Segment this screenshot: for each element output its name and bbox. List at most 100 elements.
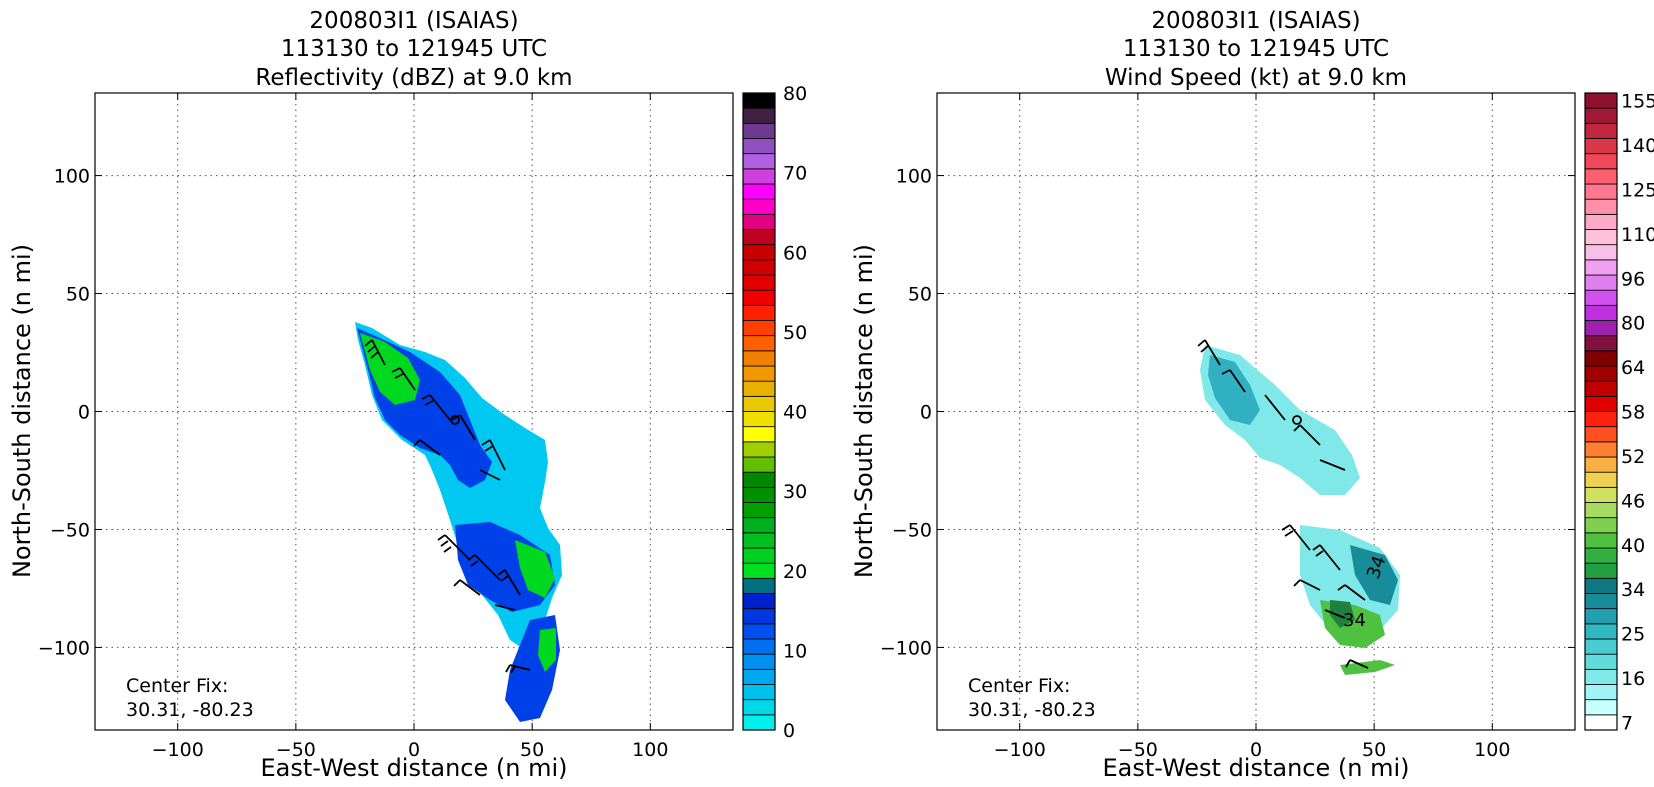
right-colorbar-tick-label: 52 <box>1621 446 1645 468</box>
left-colorbar-segment <box>742 122 776 139</box>
left-center-fix-value: 30.31, -80.23 <box>126 699 254 721</box>
right-center-fix-label: Center Fix: <box>968 675 1070 697</box>
right-colorbar-segment <box>1584 244 1618 261</box>
right-y-tick-label: −50 <box>892 519 932 541</box>
left-colorbar-segment <box>742 486 776 503</box>
left-colorbar-segment <box>742 517 776 534</box>
right-colorbar-segment <box>1584 168 1618 185</box>
right-colorbar-tick-label: 7 <box>1621 712 1633 734</box>
right-colorbar-tick-label: 16 <box>1621 668 1645 690</box>
left-colorbar-tick-label: 80 <box>783 83 807 105</box>
right-colorbar-segment <box>1584 138 1618 155</box>
right-x-tick-label: 0 <box>1250 739 1262 761</box>
right-colorbar-segment <box>1584 304 1618 321</box>
right-y-tick-label: −100 <box>880 637 932 659</box>
right-title-line-1: 200803I1 (ISAIAS) <box>1151 8 1360 34</box>
left-colorbar-segment <box>742 471 776 488</box>
right-colorbar-segment <box>1584 289 1618 306</box>
right-y-tick-label: 50 <box>908 284 932 306</box>
left-colorbar-segment <box>742 213 776 230</box>
right-colorbar-tick-label: 96 <box>1621 268 1645 290</box>
left-colorbar-segment <box>742 335 776 352</box>
right-colorbar-segment <box>1584 320 1618 337</box>
right-colorbar-segment <box>1584 532 1618 549</box>
left-colorbar-frame <box>742 92 776 731</box>
left-y-tick-label: −50 <box>50 519 90 541</box>
left-colorbar-segment <box>742 320 776 337</box>
reflectivity-panel: 200803I1 (ISAIAS) 113130 to 121945 UTC R… <box>8 8 807 782</box>
left-center-fix-label: Center Fix: <box>126 675 228 697</box>
left-colorbar-segment <box>742 107 776 124</box>
right-colorbar-segment <box>1584 653 1618 670</box>
left-wind-barbs <box>364 339 531 674</box>
right-colorbar-segment <box>1584 456 1618 473</box>
right-colorbar-segment <box>1584 486 1618 503</box>
right-colorbar-segment <box>1584 426 1618 443</box>
right-colorbar-segment <box>1584 335 1618 352</box>
right-colorbar-segment <box>1584 365 1618 382</box>
left-y-tick-label: −100 <box>38 637 90 659</box>
left-colorbar-segment <box>742 668 776 685</box>
right-contour-label-2: 34 <box>1343 610 1366 631</box>
right-colorbar-tick-label: 140 <box>1621 135 1654 157</box>
right-colorbar-segment <box>1584 229 1618 246</box>
right-colorbar-segment <box>1584 638 1618 655</box>
right-colorbar-tick-label: 34 <box>1621 579 1645 601</box>
left-colorbar-segment <box>742 244 776 261</box>
right-title-line-2: 113130 to 121945 UTC <box>1123 36 1389 62</box>
right-title-line-3: Wind Speed (kt) at 9.0 km <box>1105 65 1407 91</box>
right-colorbar-tick-label: 40 <box>1621 535 1645 557</box>
left-colorbar-segment <box>742 593 776 610</box>
left-colorbar-tick-label: 50 <box>783 322 807 344</box>
right-colorbar-segment <box>1584 183 1618 200</box>
right-colorbar-tick-label: 58 <box>1621 402 1645 424</box>
left-colorbar-segment <box>742 623 776 640</box>
left-colorbar-segment <box>742 395 776 412</box>
right-y-axis-label: North-South distance (n mi) <box>850 244 878 578</box>
right-colorbar-segment <box>1584 714 1618 731</box>
right-colorbar-segment <box>1584 699 1618 716</box>
left-y-axis-label: North-South distance (n mi) <box>8 244 36 578</box>
left-colorbar-segment <box>742 456 776 473</box>
left-colorbar-tick-label: 20 <box>783 561 807 583</box>
right-colorbar-tick-label: 155 <box>1621 91 1654 113</box>
right-colorbar-segment <box>1584 153 1618 170</box>
left-colorbar-segment <box>742 259 776 276</box>
left-colorbar-segment <box>742 198 776 215</box>
right-colorbar-segment <box>1584 562 1618 579</box>
left-x-tick-label: 0 <box>408 739 420 761</box>
right-wind-north-core <box>1208 355 1260 425</box>
left-colorbar-tick-label: 0 <box>783 720 795 742</box>
right-wind-barbs <box>1197 339 1369 669</box>
right-colorbar-segment <box>1584 122 1618 139</box>
left-colorbar-segment <box>742 350 776 367</box>
left-colorbar-segment <box>742 714 776 731</box>
left-colorbar-segment <box>742 532 776 549</box>
left-colorbar-segment <box>742 608 776 625</box>
right-colorbar-tick-label: 46 <box>1621 490 1645 512</box>
right-x-tick-label: −100 <box>994 739 1046 761</box>
left-colorbar-tick-label: 30 <box>783 481 807 503</box>
left-colorbar-segment <box>742 502 776 519</box>
left-colorbar-segment <box>742 426 776 443</box>
right-colorbar-segment <box>1584 623 1618 640</box>
left-colorbar-segment <box>742 168 776 185</box>
left-echo-south-green <box>515 540 555 598</box>
right-center-fix-value: 30.31, -80.23 <box>968 699 1096 721</box>
left-title-line-1: 200803I1 (ISAIAS) <box>309 8 518 34</box>
right-colorbar-segment <box>1584 517 1618 534</box>
left-reflectivity-field <box>355 322 562 722</box>
right-colorbar-tick-label: 64 <box>1621 357 1645 379</box>
right-x-tick-label: 50 <box>1362 739 1386 761</box>
left-x-tick-label: 50 <box>520 739 544 761</box>
right-colorbar-segment <box>1584 471 1618 488</box>
right-colorbar-segment <box>1584 213 1618 230</box>
left-colorbar-segment <box>742 153 776 170</box>
left-colorbar-segment <box>742 684 776 701</box>
right-colorbar-segment <box>1584 198 1618 215</box>
left-colorbar-segment <box>742 699 776 716</box>
right-colorbar-tick-label: 25 <box>1621 624 1645 646</box>
right-colorbar-segment <box>1584 668 1618 685</box>
right-colorbar-segment <box>1584 593 1618 610</box>
right-colorbar-segment <box>1584 107 1618 124</box>
